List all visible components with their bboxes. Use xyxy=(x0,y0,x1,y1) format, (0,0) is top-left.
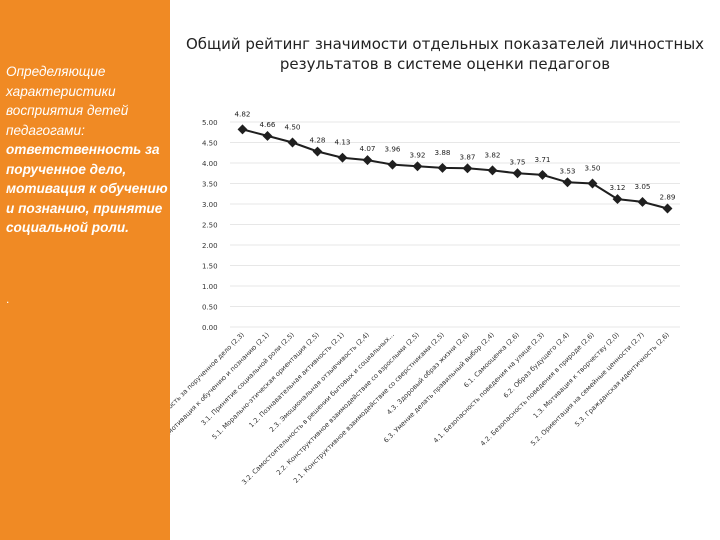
value-label: 4.82 xyxy=(234,109,250,118)
data-point xyxy=(437,162,448,173)
data-point xyxy=(262,130,273,141)
value-label: 3.82 xyxy=(484,150,500,159)
value-label: 3.53 xyxy=(559,166,575,175)
value-label: 3.05 xyxy=(634,182,650,191)
value-label: 2.89 xyxy=(659,193,675,202)
sidebar-text-highlight: ответственность за порученное дело, моти… xyxy=(6,142,168,235)
data-point xyxy=(537,169,548,180)
series-line xyxy=(242,128,668,210)
value-label: 3.96 xyxy=(384,145,400,154)
data-point xyxy=(662,203,673,214)
y-tick-label: 0.50 xyxy=(202,304,218,312)
value-label: 3.92 xyxy=(409,150,425,159)
data-point xyxy=(562,177,573,188)
value-label: 3.12 xyxy=(609,183,625,192)
y-tick-label: 3.50 xyxy=(202,181,218,189)
data-point xyxy=(287,137,298,148)
data-point xyxy=(487,165,498,176)
y-tick-label: 1.50 xyxy=(202,263,218,271)
y-tick-label: 5.00 xyxy=(202,119,218,127)
data-point xyxy=(637,197,648,207)
y-tick-label: 1.00 xyxy=(202,283,218,291)
chart-title: Общий рейтинг значимости отдельных показ… xyxy=(185,35,705,73)
x-tick-label: 3.1. Принятие социальной роли (2,5) xyxy=(199,331,295,427)
value-label: 4.13 xyxy=(334,138,350,147)
data-point xyxy=(237,124,248,135)
value-label: 3.50 xyxy=(584,164,600,173)
sidebar-dot: . xyxy=(6,292,10,306)
data-point xyxy=(362,155,373,166)
value-label: 3.71 xyxy=(534,155,550,164)
value-label: 4.66 xyxy=(259,120,275,129)
value-label: 4.07 xyxy=(359,144,375,153)
value-label: 4.28 xyxy=(309,136,325,145)
value-label: 4.50 xyxy=(284,123,300,132)
data-point xyxy=(612,194,623,205)
sidebar-text-intro: Определяющие характеристики восприятия д… xyxy=(6,64,129,138)
x-tick-label: 5.3. Гражданская идентичность (2,6) xyxy=(573,331,671,429)
data-point xyxy=(412,161,423,172)
y-tick-label: 2.50 xyxy=(202,222,218,230)
sidebar-panel: Определяющие характеристики восприятия д… xyxy=(0,0,170,540)
data-point xyxy=(512,168,523,179)
sidebar-description: Определяющие характеристики восприятия д… xyxy=(6,62,168,238)
y-tick-label: 4.50 xyxy=(202,140,218,148)
y-tick-label: 2.00 xyxy=(202,242,218,250)
y-tick-label: 4.00 xyxy=(202,160,218,168)
value-label: 3.88 xyxy=(434,148,450,157)
y-tick-label: 3.00 xyxy=(202,201,218,209)
data-point xyxy=(462,163,473,174)
data-point xyxy=(312,146,323,157)
data-point xyxy=(587,178,598,189)
value-label: 3.87 xyxy=(459,152,475,161)
data-point xyxy=(337,152,348,163)
value-label: 3.75 xyxy=(509,157,525,166)
y-tick-label: 0.00 xyxy=(202,324,218,332)
data-point xyxy=(387,159,398,170)
line-chart: 0.00 0.50 1.00 1.50 2.00 2.50 3.00 3.50 4.00 4.50… xyxy=(170,109,680,486)
